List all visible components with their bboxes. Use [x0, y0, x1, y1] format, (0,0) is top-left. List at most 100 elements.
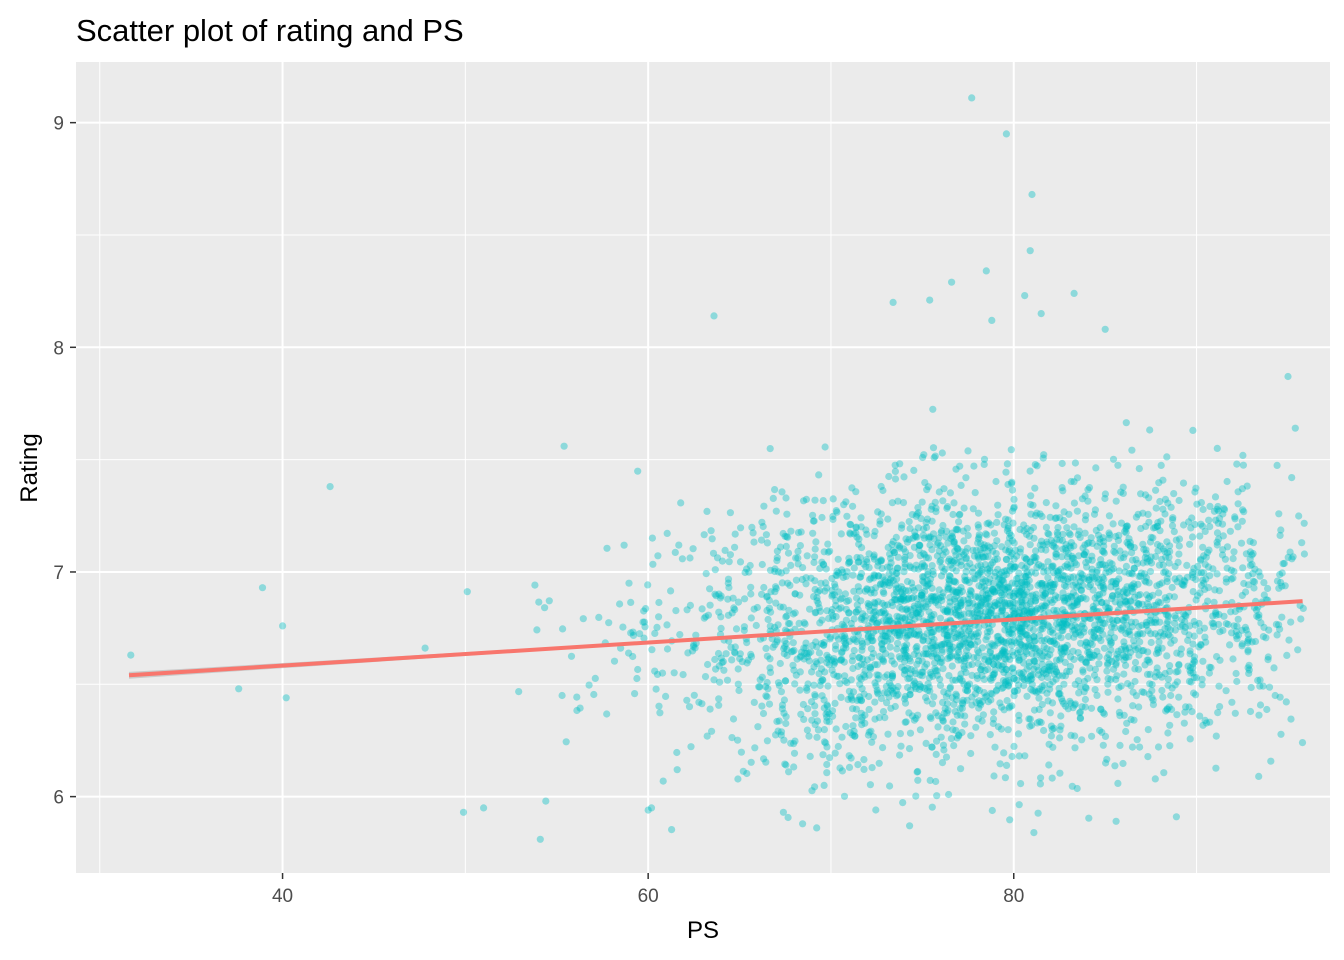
- data-point: [781, 677, 789, 685]
- data-point: [782, 677, 790, 685]
- data-point: [1089, 586, 1097, 594]
- data-point: [1114, 536, 1122, 545]
- data-point: [892, 569, 900, 578]
- data-point: [421, 644, 429, 652]
- data-point: [955, 634, 963, 642]
- data-point: [945, 576, 953, 584]
- data-point: [1159, 632, 1167, 640]
- data-point: [1070, 602, 1078, 610]
- data-point: [775, 717, 783, 725]
- data-point: [1109, 592, 1117, 600]
- data-point: [1241, 623, 1249, 632]
- data-point: [812, 608, 820, 616]
- data-point: [1153, 668, 1161, 676]
- data-point: [1008, 486, 1017, 494]
- data-point: [1203, 549, 1212, 557]
- data-point: [891, 702, 899, 711]
- data-point: [1211, 586, 1219, 594]
- data-point: [782, 719, 790, 728]
- data-point: [1294, 646, 1302, 654]
- minor-gridlines: [76, 62, 1330, 873]
- data-point: [1039, 454, 1047, 462]
- data-point: [1165, 559, 1173, 567]
- data-point: [1009, 651, 1017, 660]
- data-point: [903, 596, 911, 604]
- data-point: [897, 742, 905, 750]
- data-point: [972, 546, 980, 554]
- data-point: [773, 717, 781, 726]
- data-point: [847, 676, 855, 684]
- data-point: [1008, 507, 1017, 515]
- data-point: [1206, 572, 1214, 580]
- data-point: [1042, 499, 1050, 507]
- data-point: [782, 494, 790, 502]
- data-point: [922, 582, 930, 591]
- data-point: [946, 654, 954, 662]
- data-point: [1009, 565, 1017, 573]
- data-point: [1199, 576, 1207, 584]
- data-point: [1004, 539, 1012, 547]
- data-point: [802, 580, 810, 588]
- data-point: [1017, 780, 1025, 788]
- data-point: [1252, 606, 1261, 614]
- data-point: [886, 782, 894, 790]
- data-point: [1142, 573, 1150, 582]
- data-point: [813, 824, 821, 832]
- data-point: [1093, 691, 1101, 700]
- data-point: [1083, 563, 1091, 571]
- data-point: [620, 541, 628, 549]
- data-point: [817, 579, 825, 588]
- data-point: [921, 684, 929, 693]
- data-point: [885, 613, 893, 621]
- data-point: [911, 615, 919, 623]
- data-point: [747, 590, 755, 598]
- data-point: [993, 555, 1002, 563]
- data-point: [1101, 490, 1109, 498]
- data-point: [1128, 585, 1136, 593]
- data-point: [1046, 680, 1054, 689]
- data-point: [1149, 696, 1157, 704]
- data-point: [725, 558, 733, 566]
- data-point: [1013, 589, 1022, 598]
- data-point: [1026, 715, 1034, 723]
- data-point: [562, 738, 570, 746]
- data-point: [994, 661, 1002, 669]
- data-point: [1122, 529, 1130, 537]
- data-point: [1043, 645, 1051, 653]
- data-point: [952, 465, 960, 473]
- data-point: [717, 613, 725, 621]
- data-point: [799, 820, 807, 828]
- data-point: [888, 672, 897, 680]
- data-point: [912, 685, 920, 693]
- data-point: [758, 702, 766, 710]
- data-point: [932, 592, 940, 600]
- data-point: [768, 635, 776, 643]
- data-point: [938, 648, 946, 656]
- data-point: [1220, 612, 1228, 620]
- data-point: [1015, 681, 1023, 689]
- data-point: [856, 573, 864, 581]
- data-point: [1002, 515, 1010, 523]
- data-point: [878, 655, 886, 663]
- data-point: [789, 639, 797, 647]
- data-point: [1073, 598, 1081, 607]
- data-point: [923, 523, 931, 532]
- data-point: [1085, 576, 1093, 584]
- data-point: [1000, 521, 1008, 529]
- data-point: [1013, 649, 1021, 658]
- data-point: [1125, 627, 1133, 635]
- data-point: [852, 705, 861, 713]
- data-point: [1025, 715, 1033, 723]
- data-point: [987, 696, 995, 704]
- data-point: [1136, 638, 1144, 646]
- data-point: [1067, 593, 1075, 601]
- data-point: [1221, 555, 1229, 563]
- data-point: [1120, 642, 1128, 650]
- data-point: [989, 674, 997, 682]
- data-point: [900, 473, 908, 481]
- data-point: [944, 557, 953, 565]
- data-point: [640, 607, 648, 615]
- data-point: [1010, 495, 1018, 503]
- data-point: [901, 553, 909, 561]
- data-point: [701, 673, 710, 681]
